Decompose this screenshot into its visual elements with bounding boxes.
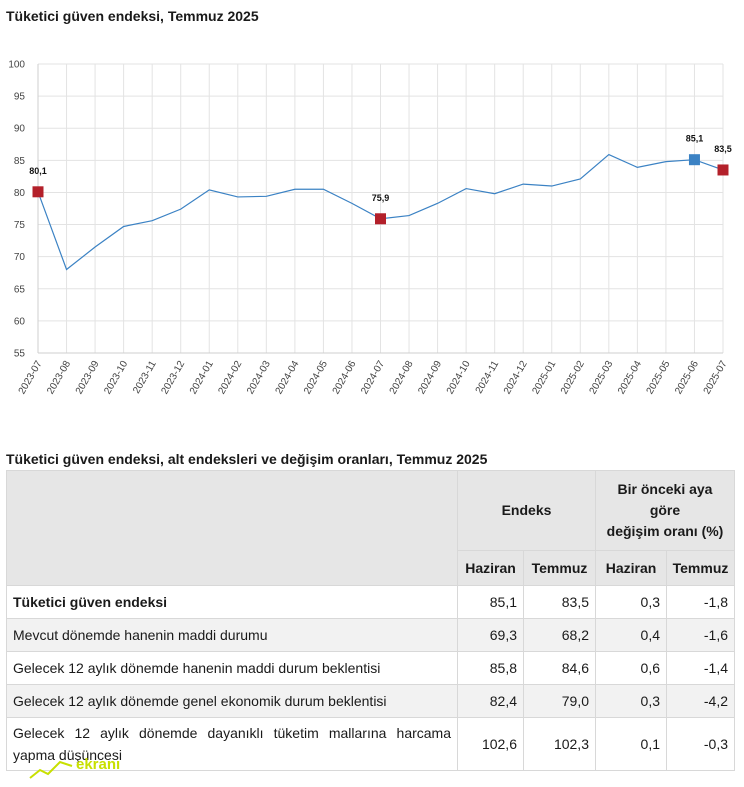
data-point-marker — [375, 213, 386, 225]
x-tick-label: 2023-10 — [102, 359, 130, 397]
cell-value: 0,1 — [595, 717, 667, 771]
y-tick-label: 90 — [14, 124, 26, 135]
x-tick-label: 2025-03 — [588, 359, 616, 397]
index-table: Endeks Bir önceki aya göre değişim oranı… — [6, 470, 735, 771]
x-tick-label: 2023-07 — [17, 359, 45, 397]
subheader-endeks-haziran: Haziran — [457, 550, 524, 586]
cell-value: 0,4 — [595, 618, 667, 652]
cell-value: 0,3 — [595, 684, 667, 718]
x-tick-label: 2024-09 — [416, 359, 444, 397]
y-tick-label: 80 — [14, 188, 26, 199]
x-tick-label: 2023-11 — [131, 359, 159, 396]
chart-logo-icon — [29, 760, 73, 779]
row-label: Tüketici güven endeksi — [6, 585, 458, 619]
table-row: Tüketici güven endeksi 85,1 83,5 0,3 -1,… — [6, 585, 735, 619]
x-tick-label: 2024-10 — [445, 359, 473, 397]
x-tick-label: 2024-06 — [331, 359, 359, 397]
cell-value: 0,3 — [595, 585, 667, 619]
header-change-line-2: göre — [649, 502, 681, 518]
y-tick-label: 55 — [14, 349, 26, 360]
cell-value: 0,6 — [595, 651, 667, 685]
row-label: Gelecek 12 aylık dönemde dayanıklı tüket… — [6, 717, 458, 771]
row-label: Mevcut dönemde hanenin maddi durumu — [6, 618, 458, 652]
x-tick-label: 2023-08 — [45, 359, 73, 397]
watermark-logo: ekranı — [28, 756, 148, 782]
data-point-marker — [32, 186, 44, 198]
y-tick-label: 60 — [14, 316, 26, 327]
x-tick-label: 2024-03 — [245, 359, 273, 397]
x-tick-label: 2024-04 — [274, 359, 302, 397]
y-tick-label: 95 — [14, 92, 26, 103]
x-tick-label: 2025-05 — [645, 359, 673, 397]
x-tick-label: 2024-12 — [502, 359, 530, 397]
row-label: Gelecek 12 aylık dönemde genel ekonomik … — [6, 684, 458, 718]
table-corner — [6, 470, 458, 586]
x-tick-label: 2025-02 — [559, 359, 587, 397]
data-label: 85,1 — [686, 134, 704, 144]
cell-value: -0,3 — [666, 717, 735, 771]
cell-value: 85,1 — [457, 585, 524, 619]
chart-title: Tüketici güven endeksi, Temmuz 2025 — [6, 8, 259, 24]
header-change-line-1: Bir önceki aya — [617, 481, 713, 497]
x-tick-label: 2024-08 — [388, 359, 416, 397]
x-tick-label: 2025-04 — [616, 359, 644, 397]
cell-value: 68,2 — [523, 618, 596, 652]
cell-value: 69,3 — [457, 618, 524, 652]
table-row: Gelecek 12 aylık dönemde genel ekonomik … — [6, 684, 735, 718]
header-change-line-3: değişim oranı (%) — [606, 523, 724, 539]
cell-value: 84,6 — [523, 651, 596, 685]
header-endeks: Endeks — [457, 470, 596, 551]
x-tick-label: 2024-07 — [359, 359, 387, 397]
x-tick-label: 2025-06 — [673, 359, 701, 397]
x-tick-label: 2024-11 — [474, 359, 502, 396]
y-tick-label: 75 — [14, 220, 26, 231]
row-label: Gelecek 12 aylık dönemde hanenin maddi d… — [6, 651, 458, 685]
data-label: 80,1 — [29, 166, 47, 176]
subheader-change-haziran: Haziran — [595, 550, 667, 586]
x-tick-label: 2023-12 — [159, 359, 187, 397]
header-change: Bir önceki aya göre değişim oranı (%) — [595, 470, 735, 551]
table-title: Tüketici güven endeksi, alt endeksleri v… — [6, 451, 488, 467]
y-tick-label: 65 — [14, 284, 26, 295]
cell-value: 79,0 — [523, 684, 596, 718]
subheader-change-temmuz: Temmuz — [666, 550, 735, 586]
watermark-text: ekranı — [76, 756, 121, 773]
cell-value: 83,5 — [523, 585, 596, 619]
subheader-endeks-temmuz: Temmuz — [523, 550, 596, 586]
y-tick-label: 85 — [14, 156, 26, 167]
y-tick-label: 100 — [8, 60, 25, 71]
cell-value: -1,6 — [666, 618, 735, 652]
data-point-marker — [717, 164, 729, 176]
x-tick-label: 2025-07 — [702, 359, 730, 397]
line-chart: 55 60 65 70 75 80 85 90 95 100 2023-07 2023-08 2023-… — [0, 40, 744, 440]
x-tick-label: 2024-05 — [302, 359, 330, 397]
data-point-marker — [688, 154, 700, 166]
data-label: 75,9 — [372, 193, 390, 203]
x-tick-label: 2024-01 — [188, 359, 216, 397]
x-tick-label: 2024-02 — [217, 359, 245, 397]
table-row: Gelecek 12 aylık dönemde dayanıklı tüket… — [6, 717, 735, 771]
table-row: Gelecek 12 aylık dönemde hanenin maddi d… — [6, 651, 735, 685]
cell-value: 85,8 — [457, 651, 524, 685]
cell-value: 102,6 — [457, 717, 524, 771]
cell-value: -4,2 — [666, 684, 735, 718]
cell-value: 102,3 — [523, 717, 596, 771]
y-tick-label: 70 — [14, 252, 26, 263]
cell-value: -1,4 — [666, 651, 735, 685]
x-tick-label: 2025-01 — [530, 359, 558, 397]
data-label: 83,5 — [714, 144, 732, 154]
cell-value: 82,4 — [457, 684, 524, 718]
x-tick-label: 2023-09 — [74, 359, 102, 397]
table-row: Mevcut dönemde hanenin maddi durumu 69,3… — [6, 618, 735, 652]
cell-value: -1,8 — [666, 585, 735, 619]
